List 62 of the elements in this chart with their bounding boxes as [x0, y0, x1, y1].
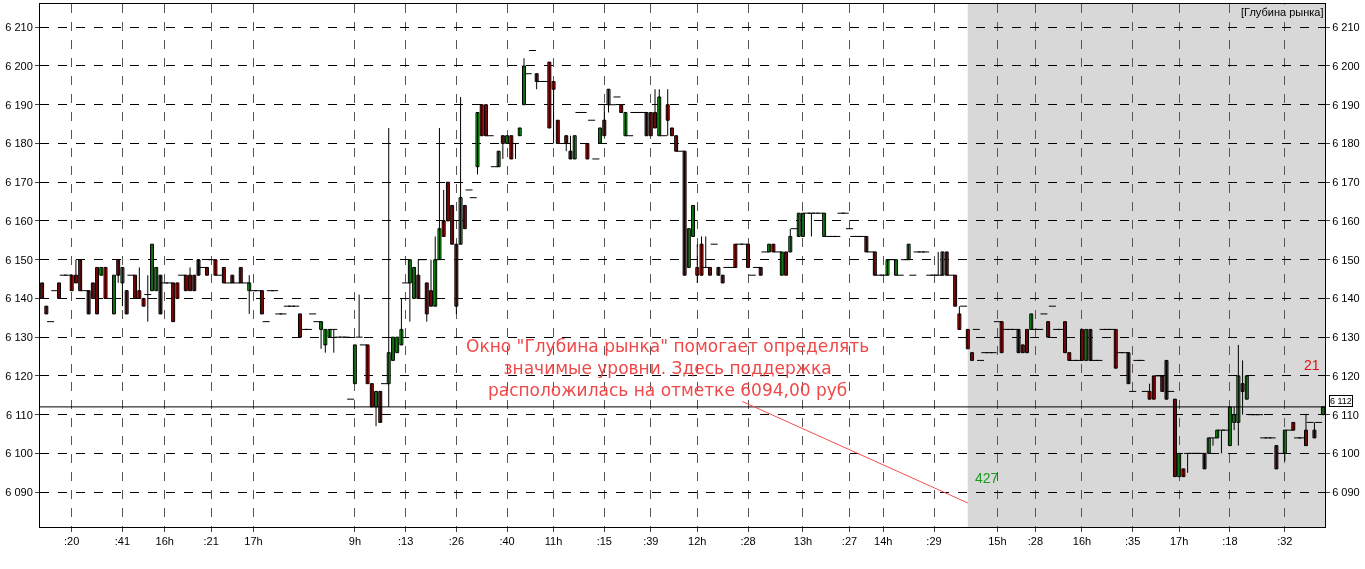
candlestick [970, 352, 975, 361]
y-tick-label: 6 180 [5, 137, 33, 150]
y-tick-label: 6 140 [5, 292, 33, 305]
candlestick [44, 305, 49, 315]
x-tick-label: 17h [1169, 535, 1189, 548]
x-tick-label: :41 [114, 535, 131, 548]
y-tick-label: 6 200 [5, 59, 33, 72]
candlestick [572, 135, 577, 160]
y-tick-label: 6 090 [5, 485, 33, 498]
x-tick-label: 12h [688, 535, 707, 548]
y2-tick-label: 6 200 [1332, 59, 1360, 72]
chart-title: [Глубина рынка] [1241, 6, 1324, 18]
x-tick-label: 17h [244, 535, 263, 548]
x-tick-label: 16h [155, 535, 174, 548]
y-tick-label: 6 170 [5, 176, 33, 189]
x-tick-label: :18 [1222, 535, 1238, 548]
y2-tick-label: 6 210 [1332, 21, 1360, 34]
y2-tick-label: 6 090 [1332, 485, 1360, 498]
x-tick-label: :29 [926, 535, 942, 548]
ref-line-label: 6 112 [1330, 396, 1352, 406]
y2-tick-label: 6 140 [1332, 292, 1360, 305]
annotation: 21 [1304, 357, 1320, 373]
y-tick-label: 6 130 [5, 331, 33, 344]
candlestick [1084, 328, 1089, 361]
x-tick-label: :40 [499, 535, 515, 548]
y2-tick-label: 6 130 [1332, 331, 1360, 344]
y-tick-label: 6 150 [5, 253, 33, 266]
x-tick-label: :27 [841, 535, 858, 548]
y2-tick-label: 6 120 [1332, 369, 1360, 382]
y-tick-label: 6 120 [5, 369, 33, 382]
x-tick-label: 16h [1072, 535, 1092, 548]
x-tick-label: 9h [348, 535, 362, 548]
candlestick [1088, 328, 1093, 361]
y2-tick-label: 6 170 [1332, 176, 1360, 189]
x-tick-label: 13h [793, 535, 813, 548]
candlestick [517, 127, 522, 137]
candlestick [800, 212, 805, 237]
x-tick-label: :21 [203, 535, 219, 548]
y2-tick-label: 6 180 [1332, 137, 1360, 150]
x-tick-label: :20 [64, 535, 80, 548]
y2-tick-label: 6 100 [1332, 447, 1360, 460]
x-tick-label: :15 [596, 535, 612, 548]
x-tick-label: :39 [643, 535, 659, 548]
y-tick-label: 6 100 [5, 447, 33, 460]
y-tick-label: 6 110 [6, 408, 33, 421]
x-tick-label: :32 [1277, 535, 1293, 548]
y-tick-label: 6 210 [5, 21, 33, 34]
x-tick-label: 14h [874, 535, 893, 548]
x-tick-label: :13 [397, 535, 414, 548]
x-tick-label: :28 [1027, 535, 1044, 548]
x-tick-label: :35 [1125, 535, 1141, 548]
x-tick-label: 15h [988, 535, 1007, 548]
y-tick-label: 6 190 [5, 98, 33, 111]
y2-tick-label: 6 190 [1332, 98, 1360, 111]
x-tick-label: :28 [740, 535, 756, 548]
x-tick-label: :26 [448, 535, 465, 548]
y2-tick-label: 6 110 [1332, 408, 1359, 421]
y2-tick-label: 6 150 [1332, 253, 1360, 266]
x-tick-label: 11h [544, 535, 563, 548]
annotation: 427 [975, 470, 999, 486]
y2-tick-label: 6 160 [1332, 214, 1360, 227]
y-tick-label: 6 160 [5, 214, 33, 227]
